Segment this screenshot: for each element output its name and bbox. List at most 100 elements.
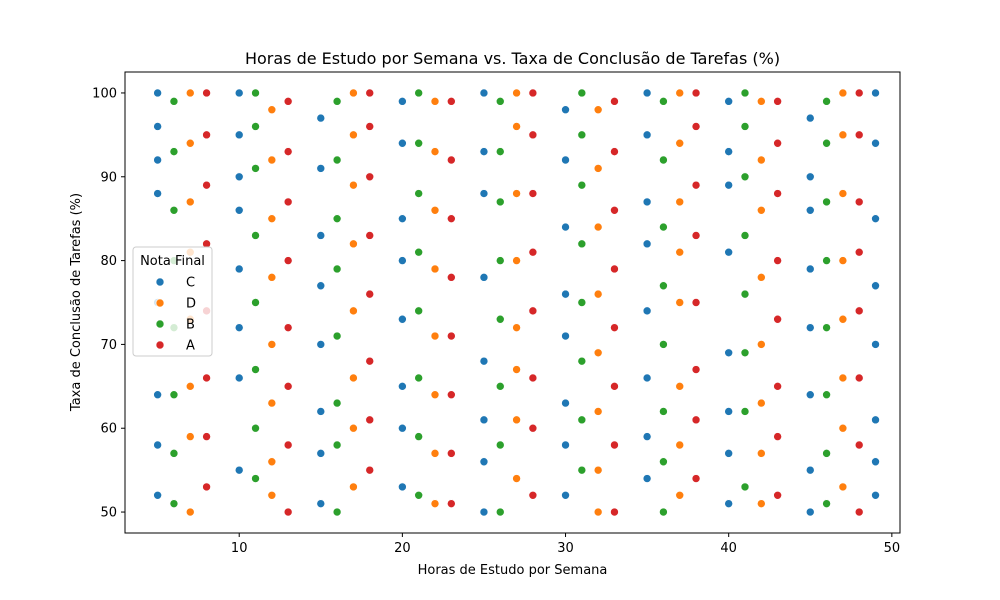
scatter-point-A	[365, 172, 375, 182]
scatter-point-C	[805, 172, 815, 182]
scatter-point-A	[283, 256, 293, 265]
scatter-point-C	[234, 206, 244, 215]
scatter-point-B	[169, 97, 179, 106]
scatter-point-D	[838, 373, 848, 383]
scatter-point-A	[528, 189, 538, 198]
scatter-point-B	[659, 340, 668, 349]
scatter-point-B	[414, 373, 423, 383]
scatter-point-C	[316, 164, 326, 173]
scatter-point-D	[349, 373, 358, 383]
scatter-point-A	[691, 231, 701, 240]
scatter-point-B	[332, 155, 342, 165]
scatter-point-D	[838, 189, 848, 198]
scatter-point-B	[495, 256, 505, 265]
scatter-point-D	[267, 457, 277, 467]
scatter-point-B	[332, 507, 342, 517]
legend-title: Nota Final	[140, 254, 205, 269]
scatter-point-B	[251, 365, 260, 374]
scatter-point-D	[593, 407, 603, 416]
scatter-point-B	[495, 314, 505, 324]
scatter-point-B	[822, 138, 831, 148]
scatter-point-A	[773, 382, 782, 391]
scatter-point-D	[757, 340, 766, 349]
scatter-point-D	[838, 88, 848, 98]
scatter-point-D	[838, 482, 848, 492]
scatter-point-A	[202, 180, 211, 190]
scatter-point-C	[316, 449, 326, 458]
x-tick-label: 40	[720, 541, 737, 556]
scatter-point-B	[577, 415, 587, 425]
scatter-point-A	[365, 122, 375, 131]
scatter-point-B	[740, 231, 750, 240]
scatter-point-A	[610, 323, 619, 332]
scatter-point-B	[169, 449, 179, 458]
scatter-point-A	[447, 214, 456, 223]
scatter-point-B	[251, 164, 260, 173]
scatter-point-C	[479, 356, 489, 366]
scatter-point-A	[691, 474, 701, 483]
scatter-point-A	[691, 122, 701, 131]
scatter-point-B	[251, 474, 260, 483]
scatter-point-A	[854, 88, 864, 98]
scatter-point-C	[479, 88, 489, 98]
scatter-point-B	[332, 398, 342, 408]
scatter-point-A	[691, 298, 701, 307]
scatter-point-B	[577, 180, 587, 190]
scatter-point-A	[773, 314, 782, 324]
scatter-point-D	[512, 365, 521, 374]
scatter-point-D	[675, 88, 685, 98]
scatter-point-B	[577, 298, 587, 307]
scatter-point-D	[349, 180, 358, 190]
scatter-point-C	[642, 306, 652, 316]
scatter-point-A	[610, 264, 619, 274]
scatter-point-C	[316, 281, 326, 291]
scatter-point-D	[512, 323, 521, 332]
scatter-point-A	[610, 206, 619, 215]
scatter-point-C	[561, 440, 570, 450]
scatter-point-C	[724, 499, 733, 508]
scatter-point-C	[153, 122, 162, 131]
scatter-point-B	[740, 88, 750, 98]
scatter-point-B	[659, 457, 668, 467]
scatter-point-C	[642, 474, 652, 483]
scatter-point-D	[185, 382, 195, 391]
scatter-point-C	[642, 239, 652, 249]
scatter-point-B	[414, 247, 423, 257]
scatter-point-A	[528, 130, 538, 140]
scatter-point-C	[724, 180, 733, 190]
scatter-point-D	[675, 440, 685, 450]
scatter-point-D	[185, 88, 195, 98]
scatter-point-D	[430, 499, 440, 508]
scatter-point-D	[512, 415, 521, 425]
scatter-point-B	[495, 440, 505, 450]
scatter-point-A	[610, 440, 619, 450]
scatter-point-C	[724, 449, 733, 458]
scatter-point-A	[610, 97, 619, 106]
y-axis-label: Taxa de Conclusão de Tarefas (%)	[69, 193, 84, 412]
scatter-point-B	[495, 197, 505, 207]
scatter-point-A	[447, 390, 456, 400]
scatter-point-C	[479, 507, 489, 517]
scatter-point-B	[251, 122, 260, 131]
legend-marker-B	[155, 319, 165, 329]
scatter-point-B	[414, 306, 423, 316]
scatter-point-B	[251, 88, 260, 98]
scatter-point-D	[349, 88, 358, 98]
scatter-point-C	[398, 214, 407, 223]
scatter-point-C	[398, 314, 407, 324]
scatter-point-B	[740, 172, 750, 182]
scatter-point-C	[642, 432, 652, 441]
scatter-point-A	[202, 482, 211, 492]
scatter-point-D	[512, 256, 521, 265]
legend-box	[132, 246, 213, 357]
scatter-point-A	[283, 323, 293, 332]
scatter-point-B	[822, 390, 831, 400]
scatter-point-C	[234, 130, 244, 140]
scatter-point-C	[479, 147, 489, 156]
scatter-point-C	[153, 390, 162, 400]
scatter-point-D	[430, 390, 440, 400]
scatter-point-D	[757, 449, 766, 458]
scatter-point-C	[724, 147, 733, 156]
scatter-point-A	[610, 382, 619, 391]
legend-label-D: D	[186, 297, 196, 312]
